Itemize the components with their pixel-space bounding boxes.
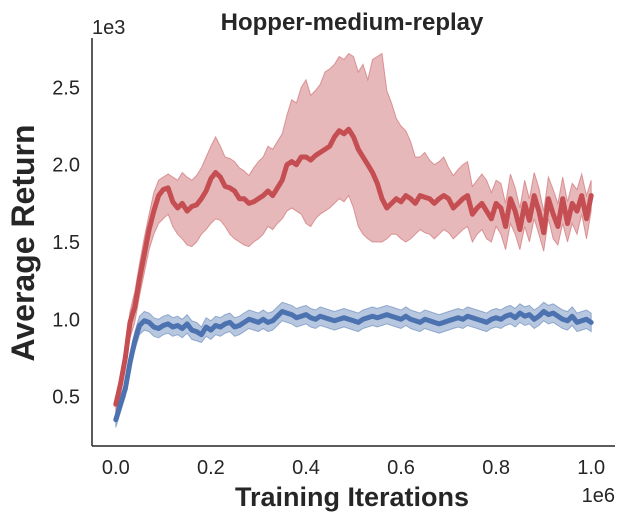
y-tick-label: 1.0 (52, 309, 80, 331)
y-tick-label: 1.5 (52, 232, 80, 254)
y-offset-label: 1e3 (92, 17, 125, 39)
y-tick-label: 0.5 (52, 387, 80, 409)
series-0-band (115, 52, 592, 413)
x-tick-label: 0.4 (292, 457, 320, 479)
x-tick-label: 1.0 (577, 457, 605, 479)
x-tick-label: 0.2 (197, 457, 225, 479)
series-0-line (113, 126, 594, 407)
series-1-line (113, 309, 594, 423)
x-tick-labels: 0.0 0.2 0.4 0.6 0.8 1.0 (102, 457, 605, 479)
y-axis-title: Average Return (5, 124, 41, 361)
x-axis-title: Training Iterations (235, 482, 469, 512)
x-offset-label: 1e6 (582, 485, 615, 507)
y-tick-label: 2.5 (52, 78, 80, 100)
x-tick-label: 0.0 (102, 457, 130, 479)
series-1-band (115, 301, 592, 428)
x-tick-label: 0.8 (482, 457, 510, 479)
y-tick-label: 2.0 (52, 155, 80, 177)
x-tick-label: 0.6 (387, 457, 415, 479)
series-lines (113, 126, 594, 423)
y-tick-labels: 0.5 1.0 1.5 2.0 2.5 (52, 78, 80, 409)
chart-title: Hopper-medium-replay (221, 9, 484, 36)
confidence-bands (115, 52, 592, 428)
